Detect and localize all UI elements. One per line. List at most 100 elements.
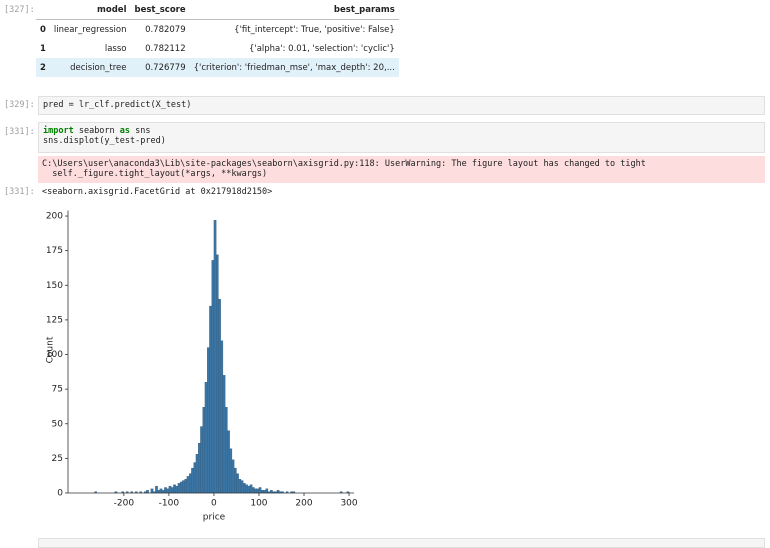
stderr-line: self._figure.tight_layout(*args, **kwarg…: [42, 169, 268, 179]
output-prompt: [331]:: [4, 187, 35, 197]
header: [36, 0, 50, 20]
histogram-bar: [270, 490, 273, 494]
histogram-bar: [200, 426, 203, 494]
histogram-bar: [155, 485, 158, 494]
histogram-bar: [276, 490, 280, 494]
histogram-bar: [177, 483, 181, 494]
header: model: [49, 0, 131, 20]
histogram-bar: [150, 488, 154, 494]
code-cell[interactable]: import seaborn as sns sns.displot(y_test…: [38, 122, 765, 153]
histogram-bar: [247, 485, 251, 494]
histogram-bar: [258, 487, 262, 494]
y-axis-label: Count: [46, 336, 56, 363]
stderr-output: C:\Users\user\anaconda3\Lib\site-package…: [38, 156, 765, 183]
table-cell: {'fit_intercept': True, 'positive': Fals…: [234, 24, 395, 35]
histogram-bar: [175, 485, 179, 494]
output-text: <seaborn.axisgrid.FacetGrid at 0x217918d…: [42, 187, 273, 197]
histogram-bar: [184, 479, 188, 494]
y-tick-label: 200: [46, 212, 63, 222]
table-cell: 0.782079: [145, 24, 186, 35]
x-tick-label: 200: [295, 499, 312, 509]
code-cell[interactable]: [38, 538, 765, 548]
histogram-bar: [231, 459, 235, 494]
code-cell[interactable]: pred = lr_clf.predict(X_test): [38, 96, 765, 115]
x-tick-label: 0: [211, 499, 217, 509]
header: best_params: [189, 0, 399, 20]
table-cell: decision_tree: [49, 58, 131, 77]
histogram-bar: [146, 490, 149, 494]
header: best_score: [130, 0, 190, 20]
code-line: sns.displot(y_test-pred): [43, 136, 166, 146]
dataframe: model best_score best_params 0 linear_reg…: [36, 0, 399, 77]
y-tick-label: 0: [57, 489, 63, 499]
histogram-bar: [193, 462, 197, 494]
y-tick-label: 25: [52, 454, 63, 464]
histogram-bar: [191, 467, 194, 494]
histogram-bar: [229, 448, 233, 494]
histogram-bar: [173, 484, 176, 494]
code-line: import seaborn as sns: [43, 126, 151, 136]
y-tick-label: 125: [46, 315, 63, 325]
histogram-bar: [265, 488, 269, 494]
table-cell: lasso: [104, 43, 127, 54]
histogram-bar: [166, 488, 170, 494]
histogram-bar: [243, 483, 246, 494]
x-tick-label: -100: [159, 499, 180, 509]
histogram-bar: [209, 305, 212, 494]
table-cell: {'criterion': 'friedman_mse', 'max_depth…: [189, 58, 399, 77]
row-index: 1: [40, 43, 46, 54]
histogram-bar: [207, 347, 210, 494]
histogram-bar: [213, 220, 217, 494]
y-tick-label: 75: [52, 385, 63, 395]
histogram-bar: [164, 487, 167, 494]
histogram-bar: [220, 340, 224, 494]
histogram-bar: [211, 260, 215, 494]
histogram-bar: [182, 480, 185, 494]
histogram-bar: [222, 375, 226, 494]
histogram-bar: [245, 484, 248, 494]
histogram-bar: [198, 442, 201, 494]
histogram-bar: [225, 406, 228, 494]
prompt: [331]:: [4, 127, 35, 137]
y-tick-label: 50: [52, 419, 64, 429]
y-tick-label: 100: [46, 350, 63, 360]
histogram-bar: [179, 481, 183, 494]
histogram-bar: [159, 488, 163, 494]
histogram-bar: [234, 467, 237, 494]
table-cell: 0.726779: [130, 58, 190, 77]
table-cell: {'alpha': 0.01, 'selection': 'cyclic'}: [248, 43, 395, 54]
x-tick-label: 100: [250, 499, 267, 509]
x-tick-label: 300: [340, 499, 357, 509]
histogram-bar: [218, 298, 221, 494]
y-tick-label: 175: [46, 246, 63, 256]
stderr-line: C:\Users\user\anaconda3\Lib\site-package…: [42, 159, 646, 169]
histogram-bar: [157, 490, 161, 494]
prompt: [329]:: [4, 100, 35, 110]
histogram-bar: [263, 490, 266, 494]
table-row: 1 lasso 0.782112 {'alpha': 0.01, 'selection…: [36, 39, 399, 58]
histogram-bar: [236, 473, 239, 494]
histogram-bar: [195, 454, 199, 494]
histogram-bar: [168, 485, 172, 494]
y-tick-label: 150: [46, 281, 63, 291]
histogram-bar: [252, 487, 255, 494]
histogram-bar: [254, 488, 257, 494]
x-tick-label: -200: [114, 499, 135, 509]
histogram-bar: [202, 406, 206, 494]
header-row: model best_score best_params: [36, 0, 399, 20]
histogram-bar: [238, 479, 242, 494]
prompt: [327]:: [4, 5, 35, 15]
histogram-bar: [256, 488, 260, 494]
table-cell: 0.782112: [145, 43, 186, 54]
table-row: 2 decision_tree 0.726779 {'criterion': 'fri…: [36, 58, 399, 77]
histogram-bar: [227, 430, 230, 494]
histogram-bar: [204, 382, 208, 494]
code-line: pred = lr_clf.predict(X_test): [43, 100, 192, 110]
histogram-bar: [261, 490, 264, 494]
table-row: 0 linear_regression 0.782079 {'fit_intercep…: [36, 20, 399, 40]
row-index: 0: [40, 24, 46, 35]
table-cell: linear_regression: [53, 24, 127, 35]
histogram-bar: [249, 484, 253, 494]
histogram-bar: [186, 476, 190, 494]
